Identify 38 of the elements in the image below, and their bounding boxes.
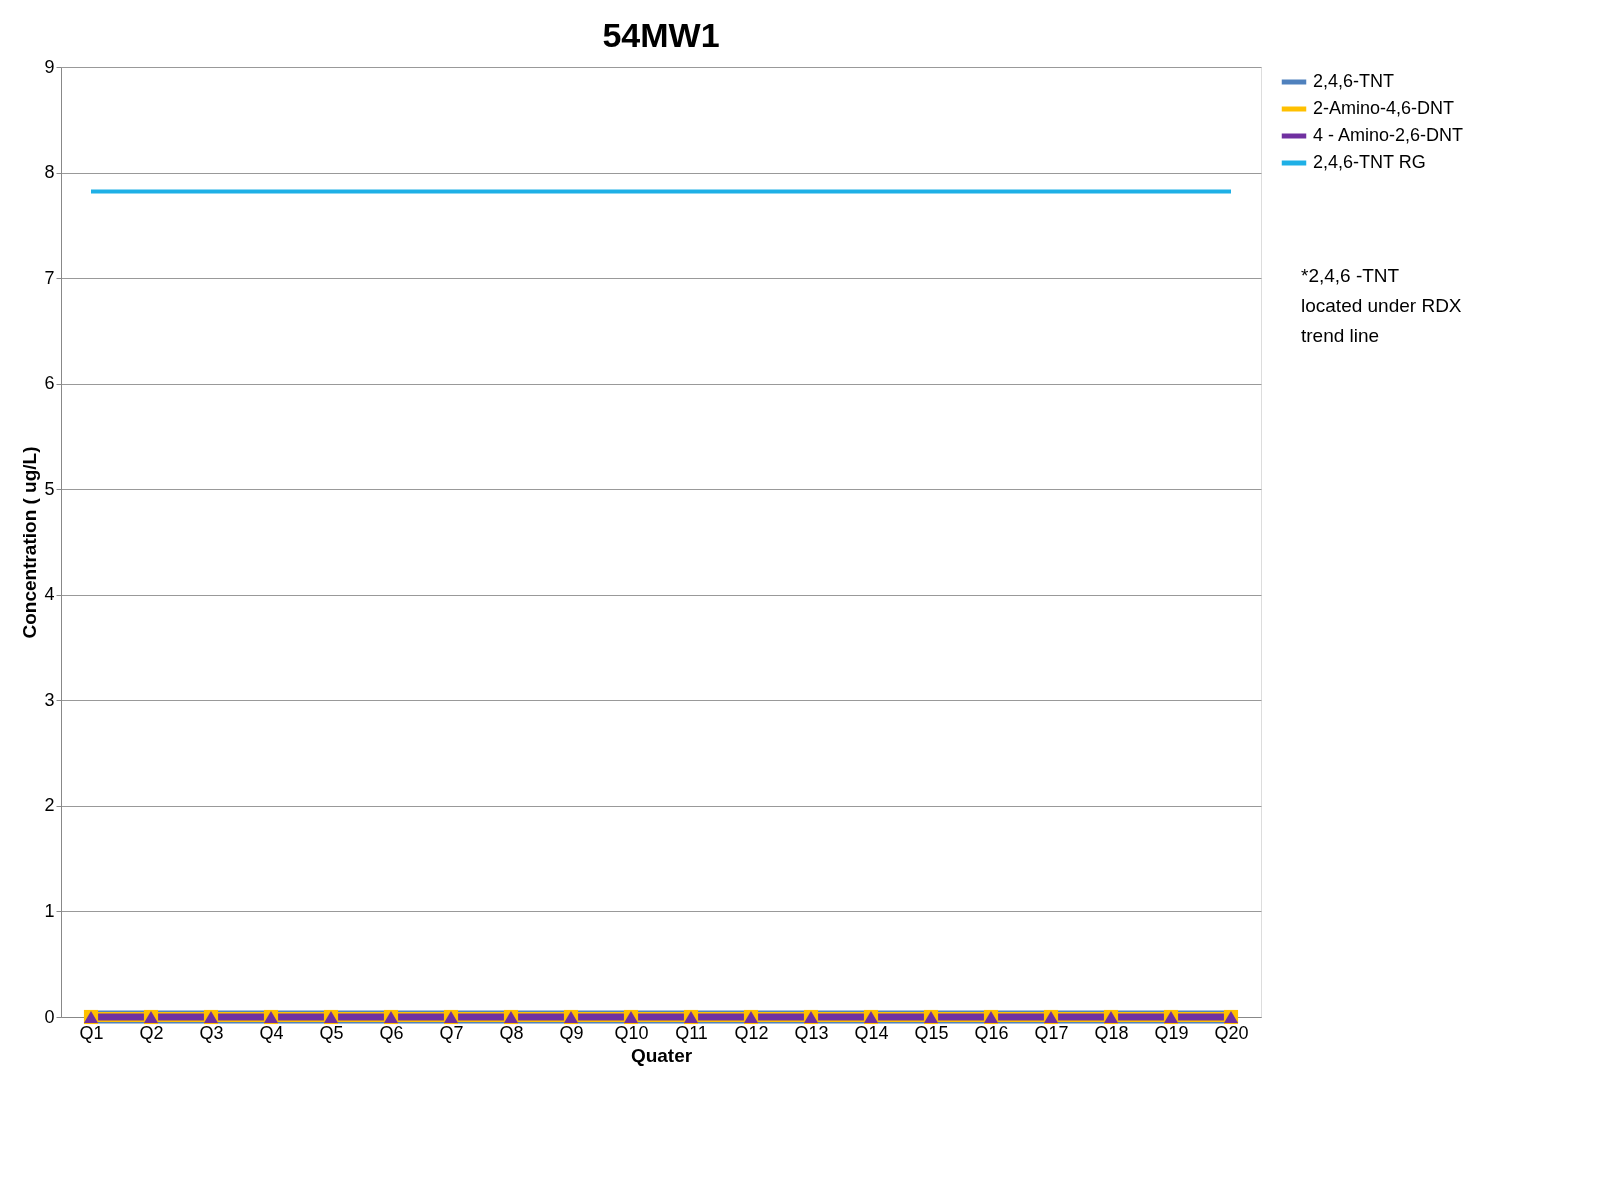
x-axis-title: Quater (630, 1044, 693, 1066)
legend-label: 2,4,6-TNT (1313, 71, 1395, 91)
x-tick-label: Q16 (974, 1022, 1009, 1043)
y-tick-label: 3 (44, 689, 55, 710)
x-tick-label: Q14 (854, 1022, 889, 1043)
x-tick-label: Q13 (794, 1022, 829, 1043)
y-tick-label: 1 (44, 900, 55, 921)
y-axis-title: Concentration ( ug/L) (19, 446, 41, 639)
x-tick-label: Q10 (614, 1022, 649, 1043)
x-tick-label: Q11 (675, 1022, 708, 1043)
x-tick-label: Q18 (1094, 1022, 1129, 1043)
y-tick-label: 5 (44, 478, 55, 499)
x-tick-label: Q19 (1154, 1022, 1189, 1043)
x-tick-label: Q2 (139, 1022, 164, 1043)
x-tick-label: Q8 (499, 1022, 524, 1043)
x-tick-label: Q6 (379, 1022, 404, 1043)
y-tick-label: 4 (44, 584, 55, 605)
x-tick-label: Q3 (199, 1022, 224, 1043)
x-tick-label: Q12 (734, 1022, 769, 1043)
x-tick-label: Q20 (1214, 1022, 1249, 1043)
text: *2,4,6 -TNT located under RDX trend line (1301, 265, 1462, 346)
y-tick-label: 8 (44, 162, 55, 183)
x-tick-label: Q5 (319, 1022, 344, 1043)
legend-label: 2-Amino-4,6-DNT (1313, 98, 1455, 118)
x-tick-label: Q15 (914, 1022, 949, 1043)
x-tick-label: Q1 (79, 1022, 104, 1043)
chart-title: 54MW1 (602, 16, 720, 54)
y-tick-label: 2 (44, 795, 55, 816)
x-tick-label: Q4 (259, 1022, 284, 1043)
x-tick-label: Q17 (1034, 1022, 1069, 1043)
y-tick-label: 7 (44, 267, 55, 288)
legend-label: 4 - Amino-2,6-DNT (1313, 125, 1464, 145)
y-tick-label: 0 (44, 1006, 55, 1027)
y-tick-label: 6 (44, 373, 55, 394)
y-tick-label: 9 (44, 56, 55, 77)
x-tick-label: Q7 (439, 1022, 464, 1043)
legend-label: 2,4,6-TNT RG (1313, 152, 1426, 172)
x-tick-label: Q9 (559, 1022, 584, 1043)
